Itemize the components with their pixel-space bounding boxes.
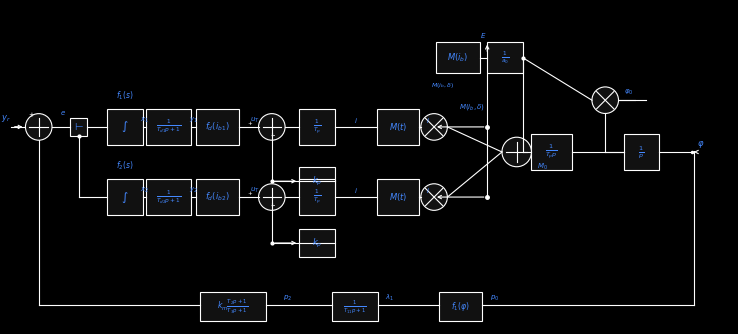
Text: $k_m\frac{T_2p+1}{T_3p+1}$: $k_m\frac{T_2p+1}{T_3p+1}$: [217, 297, 248, 316]
Text: $\int$: $\int$: [121, 190, 129, 204]
Ellipse shape: [421, 184, 447, 210]
Text: $e$: $e$: [60, 109, 66, 117]
Bar: [376, 179, 419, 215]
Bar: [332, 292, 378, 321]
Bar: [299, 229, 334, 257]
Text: $f_1(s)$: $f_1(s)$: [116, 90, 134, 102]
Text: $i$: $i$: [354, 186, 357, 195]
Bar: [531, 134, 572, 170]
Text: $p_0$: $p_0$: [490, 294, 499, 303]
Text: $+$: $+$: [246, 189, 252, 197]
Text: $x_1$: $x_1$: [140, 116, 149, 125]
Bar: [435, 42, 480, 73]
Text: $-$: $-$: [269, 132, 275, 137]
Bar: [107, 179, 142, 215]
Bar: [146, 179, 190, 215]
Ellipse shape: [258, 184, 285, 210]
Text: $i$: $i$: [427, 116, 430, 125]
Text: $M(i_b,\delta)$: $M(i_b,\delta)$: [460, 102, 486, 112]
Bar: [624, 134, 659, 170]
Text: $i$: $i$: [427, 186, 430, 195]
Text: $-$: $-$: [13, 121, 20, 129]
Text: $f_d(i_{b2})$: $f_d(i_{b2})$: [205, 191, 230, 203]
Text: $x_2$: $x_2$: [140, 186, 149, 195]
Text: $y_2$: $y_2$: [189, 186, 198, 195]
Text: $p_2$: $p_2$: [283, 294, 292, 303]
Bar: [146, 109, 190, 145]
Bar: [487, 42, 523, 73]
Text: $\frac{1}{T_p p}$: $\frac{1}{T_p p}$: [545, 143, 558, 161]
Text: $M_0$: $M_0$: [537, 162, 548, 172]
Text: $i$: $i$: [354, 116, 357, 125]
Text: $y_r$: $y_r$: [1, 113, 11, 124]
Text: $f_1(\varphi)$: $f_1(\varphi)$: [452, 300, 470, 313]
Text: $y_1$: $y_1$: [189, 116, 198, 125]
Text: $\frac{1}{T_{d2}p+1}$: $\frac{1}{T_{d2}p+1}$: [156, 188, 182, 206]
Ellipse shape: [25, 114, 52, 140]
Text: $\frac{1}{a_0}$: $\frac{1}{a_0}$: [500, 49, 509, 66]
Text: $+$: $+$: [246, 119, 252, 127]
Bar: [299, 167, 334, 195]
Bar: [299, 109, 334, 145]
Bar: [299, 179, 334, 215]
Text: $u_T$: $u_T$: [250, 186, 260, 195]
Text: $\frac{1}{T_{d1}p+1}$: $\frac{1}{T_{d1}p+1}$: [156, 118, 182, 136]
Text: $M(t)$: $M(t)$: [389, 191, 407, 203]
Text: $E$: $E$: [480, 31, 487, 40]
Text: $\frac{1}{p}$: $\frac{1}{p}$: [638, 144, 644, 160]
Text: $k_p$: $k_p$: [311, 175, 322, 188]
Text: $M(t)$: $M(t)$: [389, 121, 407, 133]
Text: $M(i_b,\delta)$: $M(i_b,\delta)$: [431, 81, 455, 90]
Text: $+$: $+$: [28, 110, 35, 119]
Bar: [199, 292, 266, 321]
Text: $\varphi_0$: $\varphi_0$: [624, 88, 633, 97]
Ellipse shape: [421, 114, 447, 140]
Text: $k_p$: $k_p$: [311, 236, 322, 249]
Text: $\varphi$: $\varphi$: [697, 139, 705, 150]
Bar: [107, 109, 142, 145]
Bar: [196, 179, 238, 215]
Text: $\frac{1}{T_{11}p+1}$: $\frac{1}{T_{11}p+1}$: [343, 298, 367, 315]
Bar: [196, 109, 238, 145]
Ellipse shape: [592, 87, 618, 114]
Text: $f_2(s)$: $f_2(s)$: [116, 160, 134, 172]
Text: $\frac{1}{T_p}$: $\frac{1}{T_p}$: [313, 188, 321, 206]
Bar: [376, 109, 419, 145]
Text: $M(i_b)$: $M(i_b)$: [447, 51, 469, 64]
Text: $\lambda_1$: $\lambda_1$: [384, 293, 393, 303]
Text: $\int$: $\int$: [121, 120, 129, 134]
Bar: [70, 118, 86, 136]
Text: $f_d(i_{b1})$: $f_d(i_{b1})$: [205, 121, 230, 133]
Text: $u_T$: $u_T$: [250, 116, 260, 125]
Ellipse shape: [258, 114, 285, 140]
Bar: [439, 292, 482, 321]
Text: $\frac{1}{T_p}$: $\frac{1}{T_p}$: [313, 118, 321, 136]
Ellipse shape: [502, 137, 531, 167]
Text: $-$: $-$: [269, 202, 275, 207]
Text: $\vdash$: $\vdash$: [73, 122, 84, 132]
